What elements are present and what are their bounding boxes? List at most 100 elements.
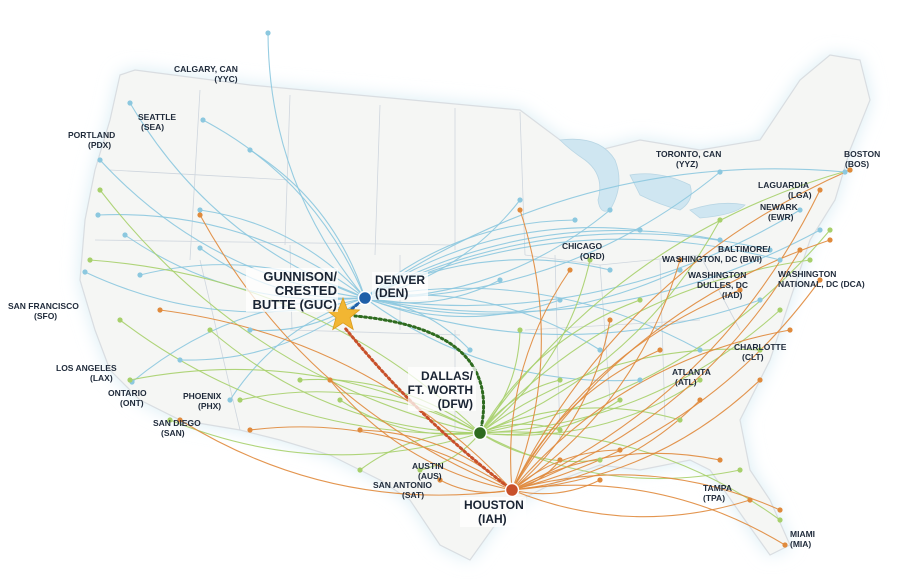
svg-text:(ONT): (ONT) — [120, 398, 144, 408]
city-dot — [737, 467, 743, 473]
city-dot — [127, 100, 133, 106]
city-dot — [437, 477, 443, 483]
san-diego-label: SAN DIEGO (SAN) — [153, 418, 201, 438]
svg-text:(AUS): (AUS) — [418, 471, 442, 481]
houston-route-line — [511, 329, 791, 491]
city-dot — [517, 197, 523, 203]
svg-text:(DFW): (DFW) — [438, 397, 473, 411]
houston-route-line — [511, 489, 751, 518]
svg-text:(DEN): (DEN) — [375, 286, 408, 300]
city-dot — [247, 147, 253, 153]
denver-route-line — [364, 209, 801, 307]
city-dot — [177, 357, 183, 363]
houston-route-line — [511, 319, 611, 491]
houston-route-line — [511, 209, 542, 491]
denver-route-line — [364, 297, 471, 351]
city-dot — [82, 269, 88, 275]
svg-text:WASHINGTON: WASHINGTON — [688, 270, 746, 280]
denver-hub-marker[interactable] — [357, 290, 373, 306]
route-lines — [84, 32, 851, 546]
houston-route-line — [510, 269, 571, 491]
city-dot — [717, 457, 723, 463]
houston-label: HOUSTON (IAH) — [460, 497, 526, 527]
svg-text:FT. WORTH: FT. WORTH — [408, 383, 473, 397]
svg-text:(SEA): (SEA) — [141, 122, 164, 132]
city-dot — [777, 307, 783, 313]
city-dot — [327, 377, 333, 383]
washington-national-label: WASHINGTON NATIONAL, DC (DCA) — [778, 269, 865, 289]
dallas-route-line — [479, 309, 781, 434]
dallas-hub-marker[interactable] — [472, 425, 488, 441]
svg-text:NATIONAL, DC (DCA): NATIONAL, DC (DCA) — [778, 279, 865, 289]
city-dot — [265, 30, 271, 36]
houston-route-line — [511, 249, 801, 491]
charlotte-label: CHARLOTTE (CLT) — [734, 342, 787, 362]
city-dot — [127, 377, 133, 383]
svg-text:(IAH): (IAH) — [478, 512, 507, 526]
svg-text:WASHINGTON, DC (BWI): WASHINGTON, DC (BWI) — [662, 254, 762, 264]
city-dot — [677, 257, 683, 263]
dallas-label: DALLAS/ FT. WORTH (DFW) — [408, 367, 476, 411]
city-dot — [797, 207, 803, 213]
city-dot — [117, 317, 123, 323]
houston-route-line — [511, 279, 821, 491]
city-dot — [247, 327, 253, 333]
denver-route-line — [202, 119, 366, 299]
svg-text:(SFO): (SFO) — [34, 311, 57, 321]
city-dot — [557, 297, 563, 303]
city-dot — [847, 167, 853, 173]
city-dot — [827, 237, 833, 243]
newark-label: NEWARK (EWR) — [760, 202, 799, 222]
city-dot — [167, 417, 173, 423]
svg-text:HOUSTON: HOUSTON — [464, 498, 524, 512]
houston-route-line — [511, 259, 681, 491]
svg-text:(YYC): (YYC) — [214, 74, 237, 84]
calgary-label: CALGARY, CAN (YYC) — [174, 64, 238, 84]
city-dot — [747, 497, 753, 503]
svg-text:MIAMI: MIAMI — [790, 529, 815, 539]
houston-route-line — [511, 169, 851, 491]
houston-hub-marker[interactable] — [504, 482, 520, 498]
city-dot — [697, 397, 703, 403]
svg-text:(IAD): (IAD) — [722, 290, 742, 300]
svg-text:SEATTLE: SEATTLE — [138, 112, 176, 122]
svg-text:CHICAGO: CHICAGO — [562, 241, 603, 251]
city-dot — [797, 247, 803, 253]
svg-text:(TPA): (TPA) — [703, 493, 725, 503]
denver-route-line — [199, 209, 366, 299]
ontario-label: ONTARIO (ONT) — [108, 388, 147, 408]
svg-text:AUSTIN: AUSTIN — [412, 461, 444, 471]
city-dot — [177, 417, 183, 423]
city-dot — [247, 427, 253, 433]
city-dot — [817, 277, 823, 283]
city-dot — [137, 272, 143, 278]
svg-text:BALTIMORE/: BALTIMORE/ — [718, 244, 771, 254]
phoenix-label: PHOENIX (PHX) — [183, 391, 222, 411]
city-dot — [467, 347, 473, 353]
city-dot — [717, 237, 723, 243]
city-dot — [817, 227, 823, 233]
city-dot — [197, 207, 203, 213]
svg-text:(SAN): (SAN) — [161, 428, 185, 438]
dallas-route-line — [359, 432, 481, 471]
city-dot — [757, 347, 763, 353]
city-dot — [777, 517, 783, 523]
svg-text:TORONTO, CAN: TORONTO, CAN — [656, 149, 721, 159]
svg-text:(EWR): (EWR) — [768, 212, 794, 222]
houston-route-line — [329, 379, 513, 491]
svg-text:DENVER: DENVER — [375, 273, 425, 287]
los-angeles-label: LOS ANGELES (LAX) — [56, 363, 117, 383]
san-francisco-label: SAN FRANCISCO (SFO) — [8, 301, 79, 321]
chicago-label: CHICAGO (ORD) — [562, 241, 605, 261]
city-dot — [717, 169, 723, 175]
svg-text:CRESTED: CRESTED — [275, 283, 337, 298]
city-dot — [777, 257, 783, 263]
houston-route-line — [179, 419, 513, 496]
svg-text:WASHINGTON: WASHINGTON — [778, 269, 836, 279]
svg-text:(CLT): (CLT) — [742, 352, 764, 362]
city-dot — [637, 297, 643, 303]
city-dot — [572, 217, 578, 223]
city-dot — [87, 257, 93, 263]
svg-text:(SAT): (SAT) — [402, 490, 424, 500]
svg-text:SAN DIEGO: SAN DIEGO — [153, 418, 201, 428]
